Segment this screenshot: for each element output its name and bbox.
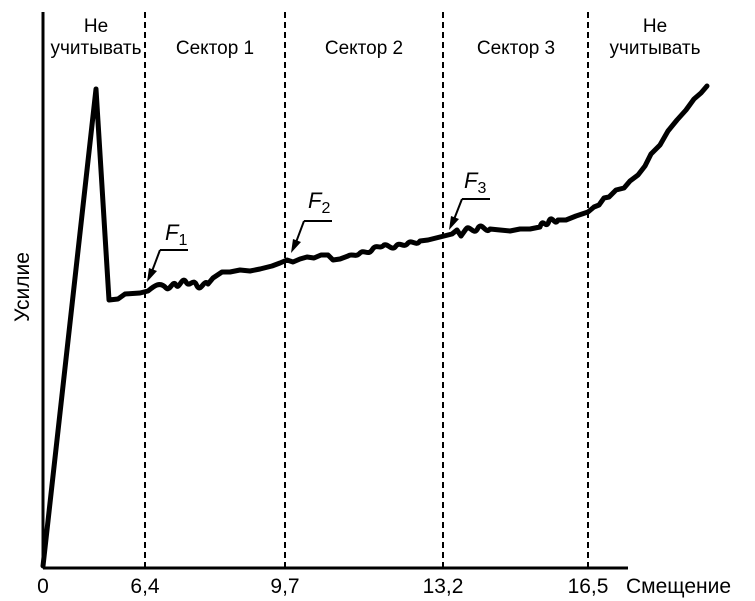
f3-label: F3 xyxy=(464,168,486,197)
x-tick-label-0: 0 xyxy=(37,575,49,598)
f1-letter: F xyxy=(165,220,180,245)
region-label-5-line2: учитывать xyxy=(609,38,700,59)
y-axis-label: Усилие xyxy=(11,252,34,322)
f3-subscript: 3 xyxy=(477,180,486,197)
region-label-3: Сектор 2 xyxy=(325,38,403,59)
f1-subscript: 1 xyxy=(178,232,187,249)
x-tick-label-1: 6,4 xyxy=(130,575,160,598)
f3-letter: F xyxy=(464,168,479,193)
region-label-1-line1: Не xyxy=(84,16,108,37)
f1-arrow-icon xyxy=(147,268,157,282)
x-axis-label: Смещение xyxy=(626,575,731,598)
region-label-1-line2: учитывать xyxy=(50,38,141,59)
f3-arrow-icon xyxy=(449,216,459,230)
region-label-5-line1: Не xyxy=(643,16,667,37)
region-label-2: Сектор 1 xyxy=(176,38,254,59)
f1-label: F1 xyxy=(165,220,187,249)
x-tick-label-3: 13,2 xyxy=(423,575,464,598)
f2-arrow-icon xyxy=(291,239,301,253)
f2-letter: F xyxy=(308,188,323,213)
region-label-4: Сектор 3 xyxy=(477,38,555,59)
f2-subscript: 2 xyxy=(321,200,330,217)
x-tick-label-2: 9,7 xyxy=(270,575,299,598)
x-tick-label-4: 16,5 xyxy=(568,575,609,598)
force-curve xyxy=(40,83,710,569)
f2-label: F2 xyxy=(308,188,330,217)
